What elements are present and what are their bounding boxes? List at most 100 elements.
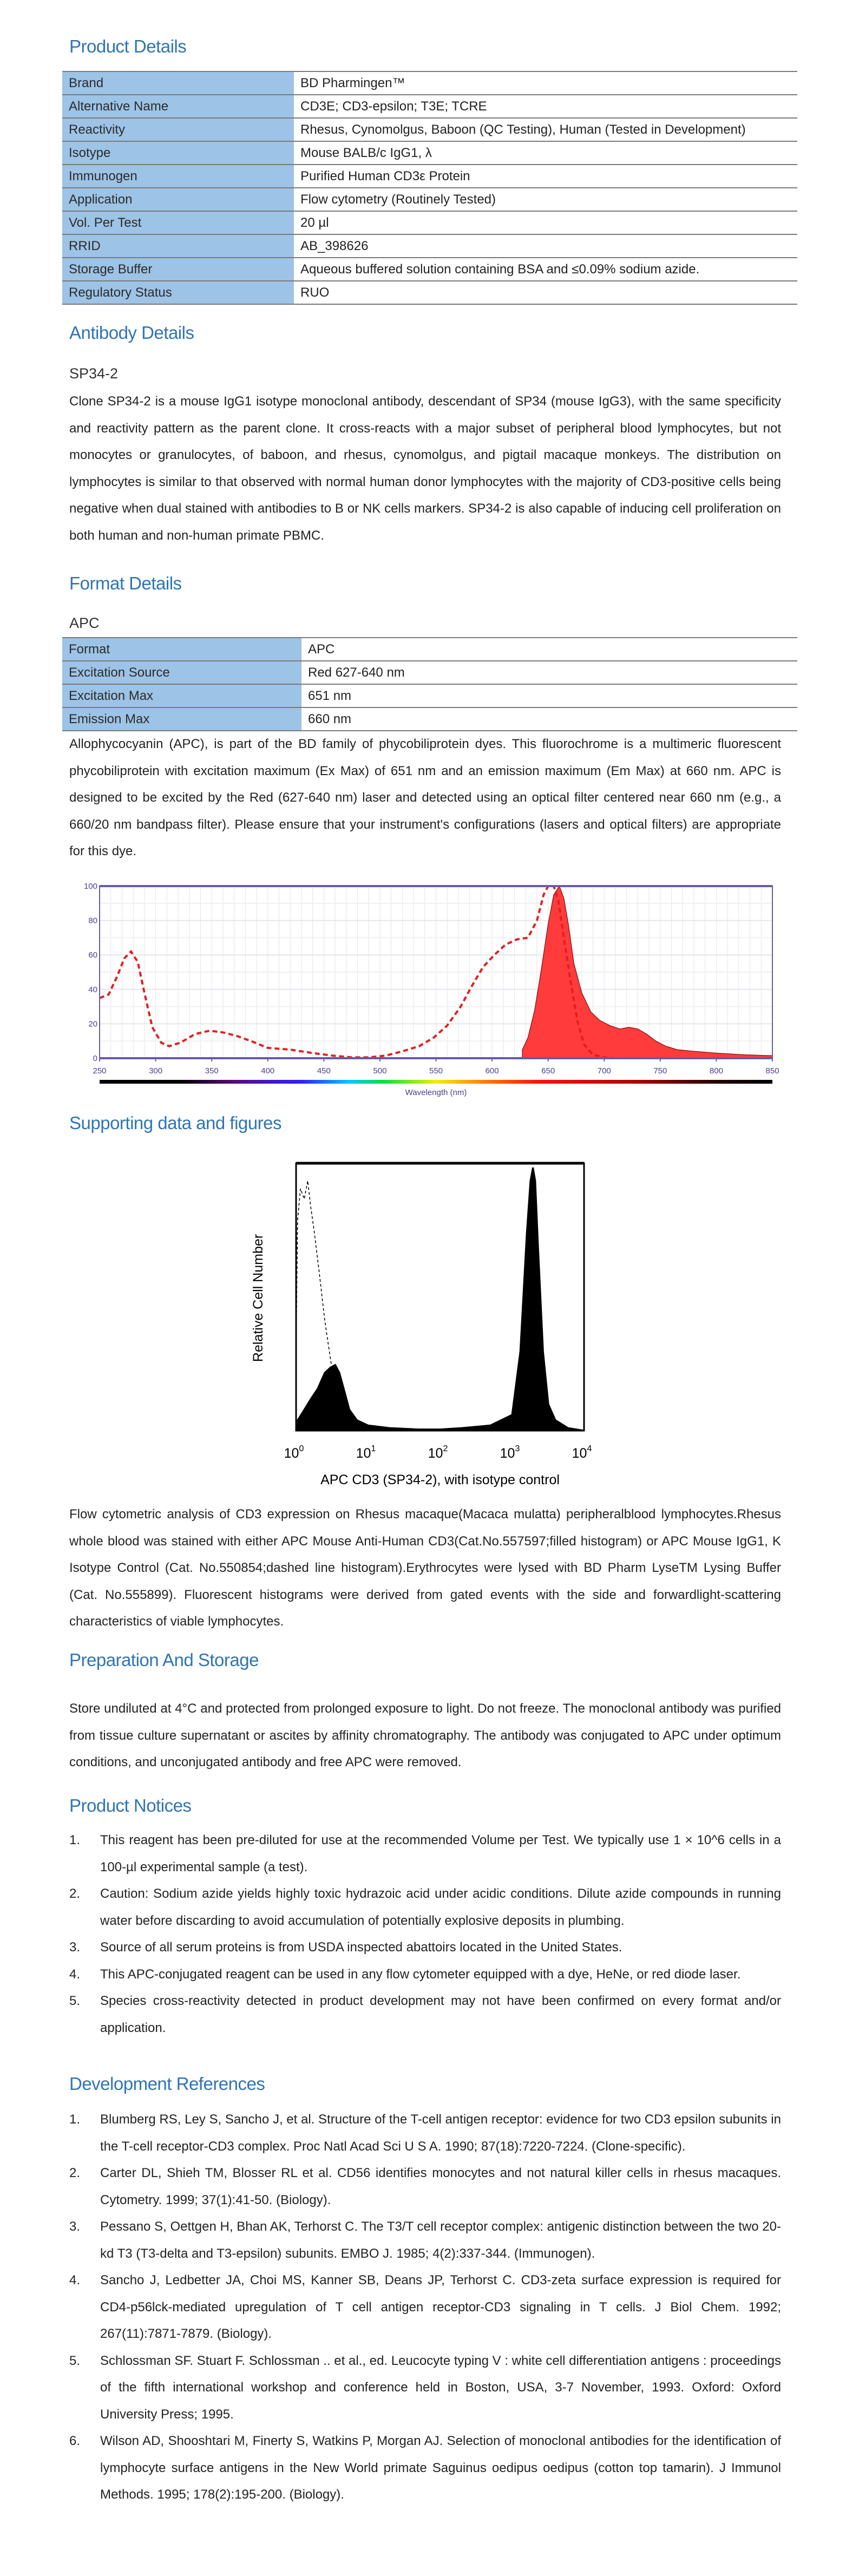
notices-list: 1. This reagent has been pre-diluted for … [69,1827,781,2041]
item-text: This reagent has been pre-diluted for us… [100,1833,781,1874]
x-tick-label: 700 [598,1066,611,1076]
tick-exponent: 1 [371,1444,376,1453]
product-details-heading: Product Details [69,36,187,56]
reference-item: 5. Schlossman SF. Stuart F. Schlossman ..… [69,2348,781,2428]
notice-item: 4. This APC-conjugated reagent can be use… [69,1961,781,1988]
reference-item: 6. Wilson AD, Shooshtari M, Finerty S, Wa… [69,2428,781,2508]
row-value: CD3E; CD3-epsilon; T3E; TCRE [294,94,797,119]
wavelength-spectrum-bar [100,1080,772,1084]
item-number: 4. [69,1967,81,1982]
item-number: 1. [69,2112,81,2127]
reference-item: 3. Pessano S, Oettgen H, Bhan AK, Terhors… [69,2213,781,2267]
x-tick-label: 400 [261,1066,274,1076]
y-tick-label: 0 [93,1054,97,1063]
table-row: Excitation Max 651 nm [62,684,797,708]
x-tick-label: 250 [93,1066,106,1076]
row-value: AB_398626 [294,234,797,258]
row-label: Format [62,637,301,661]
x-tick-label: 102 [428,1444,448,1461]
format-details-heading: Format Details [69,573,182,593]
row-value: 651 nm [301,684,797,708]
tick-exponent: 3 [515,1444,520,1453]
preparation-heading: Preparation And Storage [69,1650,259,1670]
x-tick-label: 750 [653,1066,667,1076]
item-text: Wilson AD, Shooshtari M, Finerty S, Watk… [100,2434,781,2502]
y-tick-label: 100 [84,882,97,891]
product-details-table: Brand BD Pharmingen™ Alternative Name CD3E;… [62,71,797,305]
row-value: RUO [294,280,797,305]
item-number: 2. [69,2166,81,2180]
product-notices-heading: Product Notices [69,1795,192,1815]
tick-base: 10 [428,1446,443,1461]
x-tick-label: 500 [373,1066,386,1076]
item-number: 4. [69,2273,81,2287]
clone-name: SP34-2 [69,365,119,382]
x-tick-label: 450 [317,1066,331,1076]
tick-base: 10 [284,1446,299,1461]
excitation-line [99,885,616,1059]
row-value: Rhesus, Cynomolgus, Baboon (QC Testing),… [294,117,797,142]
item-text: Species cross-reactivity detected in pro… [100,1994,781,2035]
item-number: 5. [69,2353,81,2368]
item-text: Carter DL, Shieh TM, Blosser RL et al. C… [100,2166,781,2207]
supporting-data-heading: Supporting data and figures [69,1113,281,1133]
antibody-description: Clone SP34-2 is a mouse IgG1 isotype mon… [69,394,781,543]
y-tick-label: 40 [88,985,97,994]
x-tick-label: 650 [541,1066,555,1076]
x-tick-label: 101 [356,1444,376,1461]
notice-item: 3. Source of all serum proteins is from U… [69,1934,781,1961]
row-label: RRID [62,234,294,258]
row-label: Regulatory Status [62,280,294,305]
x-tick-label: 103 [500,1444,520,1461]
row-value: 20 µl [294,211,797,235]
row-label: Reactivity [62,117,294,142]
y-tick-label: 20 [88,1019,97,1028]
row-value: Flow cytometry (Routinely Tested) [294,187,797,212]
item-number: 3. [69,2219,81,2234]
table-row: Excitation Source Red 627-640 nm [62,660,797,685]
row-value: APC [301,637,797,661]
row-label: Alternative Name [62,94,294,119]
notice-item: 5. Species cross-reactivity detected in p… [69,1988,781,2041]
tick-exponent: 0 [299,1444,304,1453]
row-value: Red 627-640 nm [301,660,797,685]
row-label: Application [62,187,294,212]
references-list: 1. Blumberg RS, Ley S, Sancho J, et al. S… [69,2106,781,2508]
row-value: BD Pharmingen™ [294,71,797,95]
format-description: Allophycocyanin (APC), is part of the BD… [69,737,781,858]
item-text: Source of all serum proteins is from USD… [100,1940,622,1955]
item-text: Schlossman SF. Stuart F. Schlossman .. e… [100,2353,781,2422]
x-axis-label: APC CD3 (SP34-2), with isotype control [320,1472,560,1487]
item-text: Pessano S, Oettgen H, Bhan AK, Terhorst … [100,2219,781,2261]
item-number: 2. [69,1886,81,1901]
row-label: Immunogen [62,164,294,188]
table-row: Alternative Name CD3E; CD3-epsilon; T3E; … [62,94,797,119]
emission-area [522,885,773,1059]
x-tick-label: 550 [429,1066,443,1076]
reference-item: 2. Carter DL, Shieh TM, Blosser RL et al.… [69,2160,781,2213]
item-text: Caution: Sodium azide yields highly toxi… [100,1886,781,1928]
y-tick-label: 60 [88,951,97,960]
table-row: Emission Max 660 nm [62,707,797,731]
table-row: Brand BD Pharmingen™ [62,71,797,95]
table-row: Reactivity Rhesus, Cynomolgus, Baboon (QC… [62,117,797,142]
preparation-text: Store undiluted at 4°C and protected fro… [69,1701,781,1769]
format-name: APC [69,615,100,631]
x-tick-label: 104 [572,1444,592,1461]
x-tick-label: 100 [284,1444,304,1461]
item-number: 6. [69,2434,81,2448]
notice-item: 2. Caution: Sodium azide yields highly to… [69,1880,781,1934]
row-label: Isotype [62,141,294,165]
tick-exponent: 4 [587,1444,592,1453]
tick-exponent: 2 [443,1444,448,1453]
x-tick-label: 300 [149,1066,162,1076]
x-axis-label: Wavelength (nm) [405,1088,467,1097]
row-value: Aqueous buffered solution containing BSA… [294,257,797,281]
figure-caption: Flow cytometric analysis of CD3 expressi… [69,1507,781,1629]
notice-item: 1. This reagent has been pre-diluted for … [69,1827,781,1880]
table-row: Application Flow cytometry (Routinely Tes… [62,187,797,212]
antibody-details-heading: Antibody Details [69,323,194,343]
row-label: Excitation Max [62,684,301,708]
tick-base: 10 [356,1446,371,1461]
